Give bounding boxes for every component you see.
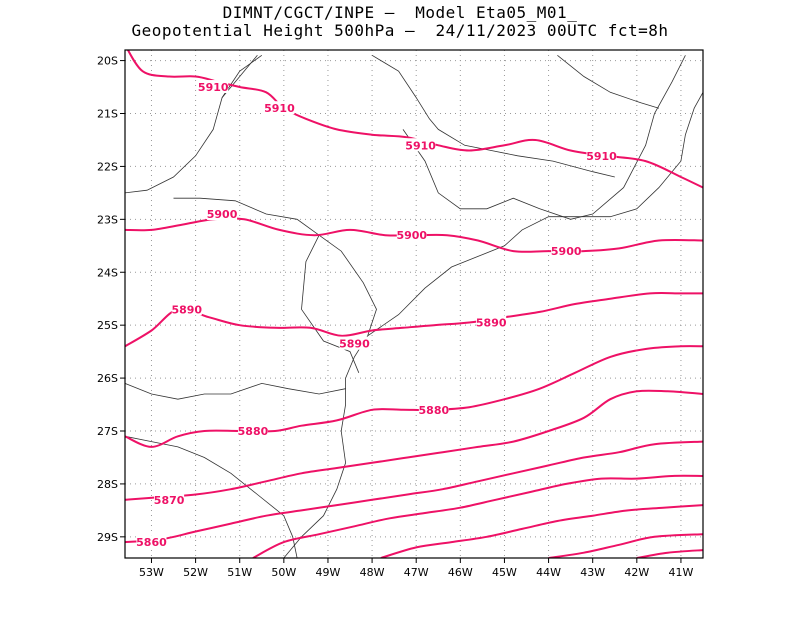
contour-5880 — [125, 345, 703, 448]
border-line — [125, 54, 263, 194]
contour-label: 5910 — [405, 139, 436, 152]
contour-label: 5880 — [419, 404, 450, 417]
lon-tick-label: 47W — [404, 566, 429, 579]
border-line — [371, 54, 615, 178]
lat-tick-label: 27S — [97, 425, 118, 438]
lat-tick-label: 25S — [97, 319, 118, 332]
contour-label-bg — [237, 424, 268, 437]
contour-label-bg — [198, 80, 229, 94]
lon-tick-label: 43W — [580, 566, 605, 579]
contour-label: 5910 — [586, 150, 617, 163]
contour-label: 5880 — [238, 425, 269, 438]
contour-label-bg — [136, 535, 167, 549]
border-line — [301, 235, 360, 373]
contour-label: 5890 — [171, 303, 202, 316]
lat-tick-label: 26S — [97, 372, 118, 385]
contour-label-bg — [154, 492, 185, 506]
map-title: DIMNT/CGCT/INPE – Model Eta05_M01_ Geopo… — [0, 4, 800, 40]
contour-5870 — [125, 389, 703, 501]
contour-5850 — [252, 474, 703, 558]
contour-label-bg — [396, 228, 427, 242]
lon-tick-label: 52W — [183, 566, 208, 579]
contour-label-bg — [405, 138, 436, 152]
lon-tick-label: 44W — [536, 566, 561, 579]
contour-label: 5910 — [264, 102, 295, 115]
contour-label-bg — [551, 244, 582, 258]
lat-tick-label: 20S — [97, 55, 118, 68]
contour-label: 5900 — [207, 208, 238, 221]
lat-tick-label: 23S — [97, 213, 118, 226]
contour-5910 — [126, 50, 703, 189]
border-line — [557, 54, 660, 109]
contour-label: 5900 — [396, 229, 427, 242]
contour-label: 5860 — [136, 536, 167, 549]
contour-5890 — [125, 292, 703, 348]
title-line-1: DIMNT/CGCT/INPE – Model Eta05_M01_ — [222, 3, 578, 22]
state-borders — [125, 54, 703, 558]
lat-tick-label: 21S — [97, 108, 118, 121]
border-line — [402, 55, 686, 220]
border-line — [283, 335, 369, 558]
lon-axis: 53W 52W 51W 50W 49W 48W 47W 46W 45W 44W 43W 42W 41W — [139, 558, 693, 579]
contour-5840 — [380, 504, 703, 558]
contour-label: 5890 — [339, 338, 370, 351]
lat-tick-label: 22S — [97, 160, 118, 173]
grid-lines — [125, 50, 703, 558]
contour-5820 — [636, 549, 703, 558]
border-line — [125, 435, 298, 558]
lon-tick-label: 46W — [448, 566, 473, 579]
lon-tick-label: 48W — [360, 566, 385, 579]
contour-labels: 5910 5910 5910 5910 5900 5900 5900 5890 5890 5890… — [136, 80, 617, 549]
contour-lines — [125, 50, 703, 558]
lon-tick-label: 53W — [139, 566, 164, 579]
lat-tick-label: 28S — [97, 478, 118, 491]
title-line-2: Geopotential Height 500hPa – 24/11/2023 … — [131, 21, 669, 40]
contour-5860 — [125, 440, 703, 544]
contour-5830 — [548, 533, 703, 558]
contour-label: 5910 — [198, 81, 229, 94]
lon-tick-label: 51W — [227, 566, 252, 579]
contour-label-bg — [586, 148, 617, 162]
lat-tick-label: 29S — [97, 531, 118, 544]
contour-label-bg — [418, 402, 449, 416]
lon-tick-label: 49W — [316, 566, 341, 579]
contour-label: 5870 — [154, 494, 185, 507]
lon-tick-label: 50W — [271, 566, 296, 579]
plot-frame — [124, 49, 704, 559]
contour-label-bg — [207, 207, 238, 221]
contour-label-bg — [171, 302, 202, 316]
contour-label-bg — [476, 315, 507, 329]
border-line — [221, 55, 258, 98]
border-line — [367, 92, 703, 337]
lat-axis: 20S 21S 22S 23S 24S 25S 26S 27S 28S 29S — [97, 55, 125, 544]
contour-label-bg — [339, 336, 370, 350]
lat-tick-label: 24S — [97, 266, 118, 279]
lon-tick-label: 41W — [669, 566, 694, 579]
contour-label: 5900 — [551, 245, 582, 258]
border-line — [173, 197, 377, 336]
border-line — [125, 382, 346, 400]
contour-label: 5890 — [476, 317, 507, 330]
lon-tick-label: 42W — [624, 566, 649, 579]
lon-tick-label: 45W — [492, 566, 517, 579]
contour-label-bg — [264, 101, 295, 115]
